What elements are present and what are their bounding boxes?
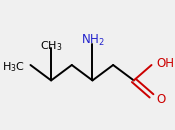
Text: OH: OH bbox=[156, 57, 174, 70]
Text: H$_3$C: H$_3$C bbox=[2, 61, 24, 74]
Text: O: O bbox=[156, 93, 165, 106]
Text: CH$_3$: CH$_3$ bbox=[40, 39, 62, 53]
Text: NH$_2$: NH$_2$ bbox=[80, 33, 104, 48]
